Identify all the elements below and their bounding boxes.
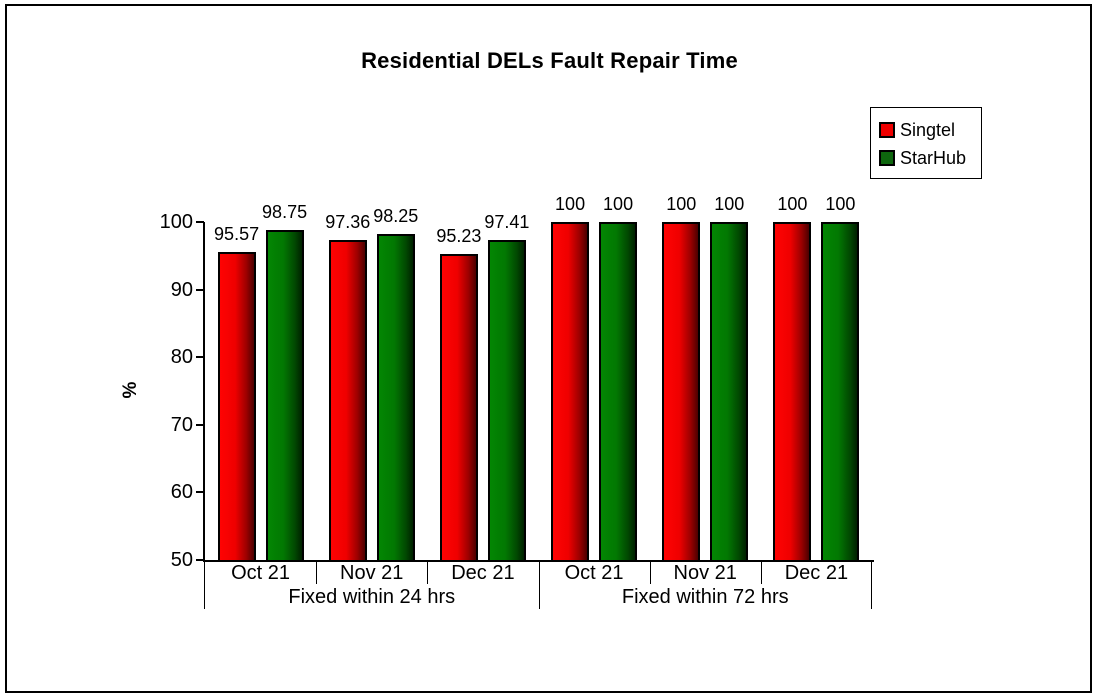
legend-label-starhub: StarHub xyxy=(900,148,967,168)
bar-value-label: 100 xyxy=(603,194,634,214)
bar-starhub xyxy=(821,222,860,562)
bar-value-label: 100 xyxy=(825,194,856,214)
category-label: Dec 21 xyxy=(784,562,849,584)
bar-value-label: 98.25 xyxy=(373,205,419,226)
y-tick-label: 100 xyxy=(159,211,193,233)
y-tick-label: 70 xyxy=(170,413,193,436)
bar-value-label: 97.36 xyxy=(325,211,371,232)
singtel-legend-swatch xyxy=(879,122,895,138)
bar-singtel xyxy=(773,222,812,562)
bar-value-label: 98.75 xyxy=(262,202,308,223)
y-tick-label: 80 xyxy=(170,346,193,369)
page-title: Residential DELs Fault Repair Time xyxy=(361,48,738,73)
y-tick xyxy=(196,423,204,426)
category-separator xyxy=(316,562,318,584)
legend-label-singtel: Singtel xyxy=(900,120,956,140)
group-label: Fixed within 24 hrs xyxy=(288,586,456,608)
bar-starhub xyxy=(376,233,415,562)
y-tick xyxy=(196,356,204,359)
category-label: Nov 21 xyxy=(673,562,737,584)
legend: Singtel StarHub xyxy=(870,107,982,179)
bar-singtel xyxy=(439,254,478,562)
bar-value-label: 95.57 xyxy=(214,223,260,244)
category-label: Oct 21 xyxy=(231,562,291,584)
legend-item-singtel: Singtel xyxy=(879,116,981,144)
category-label: Dec 21 xyxy=(451,562,515,584)
bar-value-label: 100 xyxy=(666,194,697,214)
bar-singtel xyxy=(551,222,590,562)
category-separator xyxy=(649,562,651,584)
bar-value-label: 97.41 xyxy=(484,211,530,232)
y-axis-line xyxy=(203,222,205,562)
y-tick-label: 60 xyxy=(170,481,193,504)
chart-border-frame xyxy=(5,4,1092,693)
y-tick-label: 90 xyxy=(170,278,193,301)
bar-starhub xyxy=(487,239,526,562)
group-separator xyxy=(871,560,872,609)
group-label: Fixed within 72 hrs xyxy=(621,586,789,608)
legend-item-starhub: StarHub xyxy=(879,144,981,172)
bar-singtel xyxy=(662,222,701,562)
y-tick xyxy=(196,491,204,494)
category-label: Nov 21 xyxy=(340,562,404,584)
bar-singtel xyxy=(217,251,256,562)
category-label: Oct 21 xyxy=(564,562,624,584)
bar-starhub xyxy=(599,222,638,562)
y-tick-label: 50 xyxy=(170,549,193,571)
starhub-legend-swatch xyxy=(879,150,895,166)
bar-singtel xyxy=(328,239,367,562)
group-separator xyxy=(538,560,540,609)
y-axis-title: % xyxy=(120,381,141,399)
category-separator xyxy=(760,562,762,584)
group-separator xyxy=(204,560,205,609)
y-tick xyxy=(196,288,204,291)
y-tick xyxy=(196,559,204,561)
category-separator xyxy=(427,562,429,584)
bar-value-label: 100 xyxy=(714,194,745,214)
bar-value-label: 95.23 xyxy=(436,226,482,247)
bar-starhub xyxy=(265,230,304,562)
y-tick xyxy=(196,221,204,223)
bar-value-label: 100 xyxy=(777,194,808,214)
bar-value-label: 100 xyxy=(555,194,586,214)
bar-starhub xyxy=(710,222,749,562)
